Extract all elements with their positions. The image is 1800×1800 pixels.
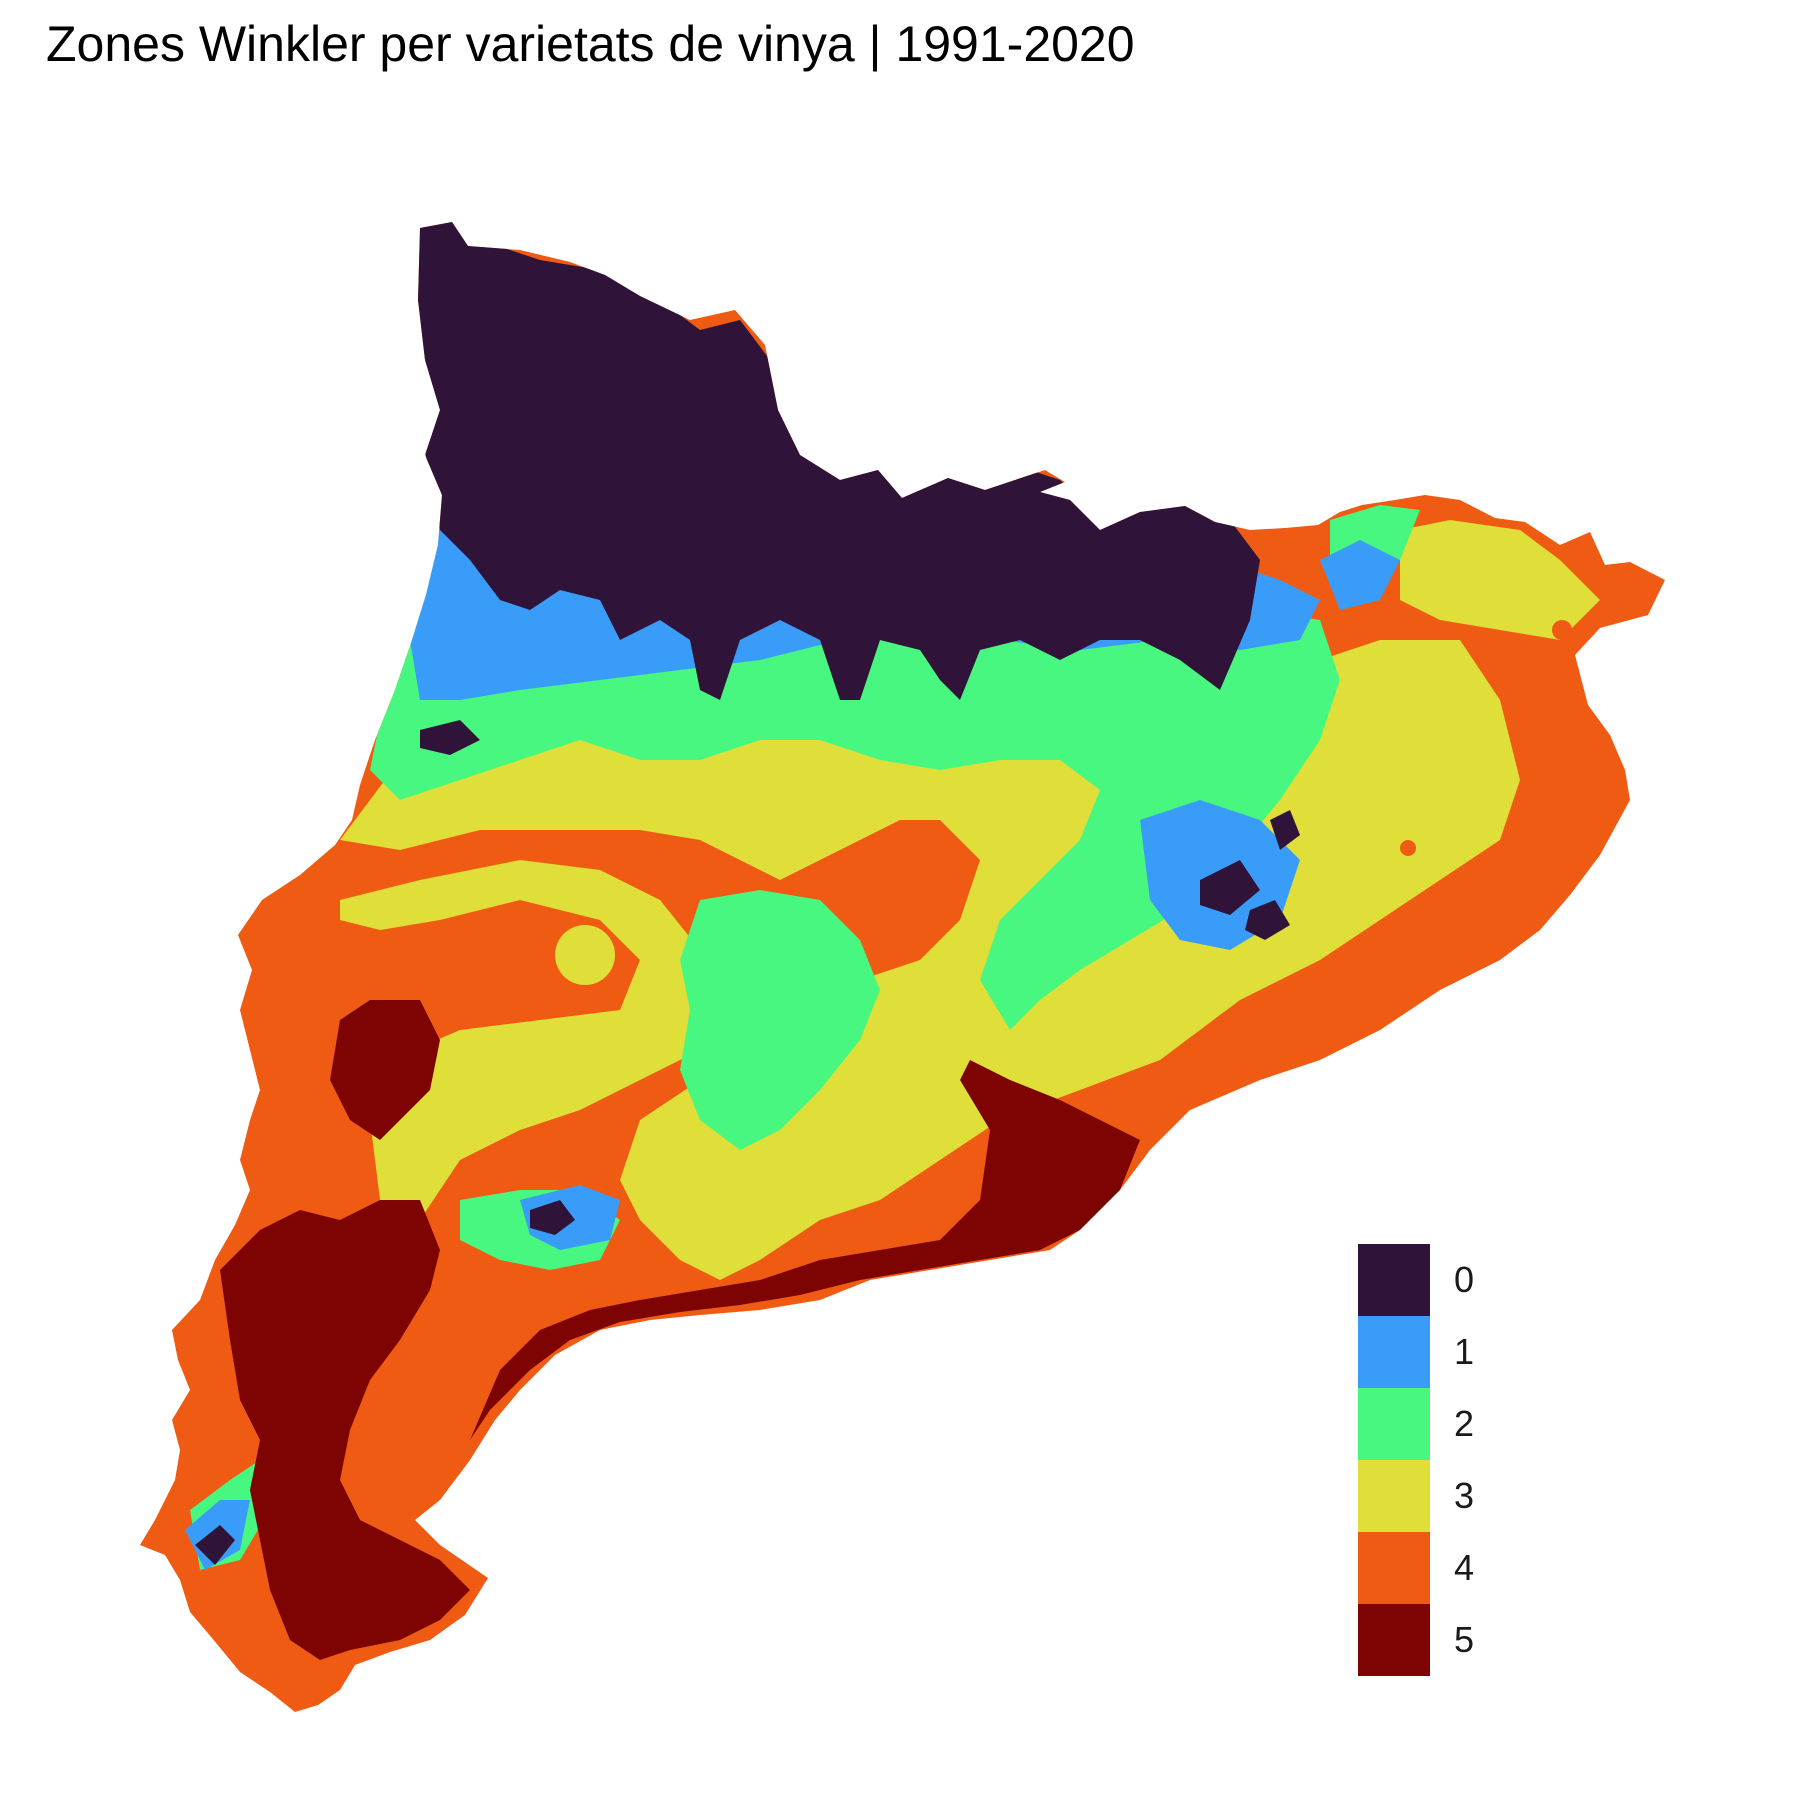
zone-1-region <box>185 500 1400 1570</box>
legend-label: 1 <box>1454 1331 1475 1372</box>
legend-item-4: 4 <box>1358 1532 1474 1604</box>
zone-5-region <box>220 1000 1140 1660</box>
zone-4-patch <box>1400 840 1416 856</box>
zone-2-region <box>190 505 1420 1570</box>
zone-4-patch <box>1552 620 1572 640</box>
legend-swatch <box>1358 1316 1430 1388</box>
legend-item-0: 0 <box>1358 1244 1474 1316</box>
legend-label: 0 <box>1454 1259 1475 1300</box>
legend-swatch <box>1358 1388 1430 1460</box>
zone-0-region <box>195 222 1300 1565</box>
legend-label: 5 <box>1454 1619 1475 1660</box>
legend-swatch <box>1358 1532 1430 1604</box>
legend-swatch <box>1358 1244 1430 1316</box>
legend-label: 4 <box>1454 1547 1475 1588</box>
zone-5-patch <box>571 1351 589 1369</box>
legend-label: 3 <box>1454 1475 1475 1516</box>
legend: 0 1 2 3 4 5 <box>1358 1244 1474 1676</box>
legend-item-5: 5 <box>1358 1604 1474 1676</box>
zone-3-patch <box>555 925 615 985</box>
legend-item-1: 1 <box>1358 1316 1474 1388</box>
legend-item-3: 3 <box>1358 1460 1474 1532</box>
legend-swatch <box>1358 1604 1430 1676</box>
legend-label: 2 <box>1454 1403 1475 1444</box>
map-title: Zones Winkler per varietats de vinya | 1… <box>46 16 1135 72</box>
legend-item-2: 2 <box>1358 1388 1474 1460</box>
legend-swatch <box>1358 1460 1430 1532</box>
